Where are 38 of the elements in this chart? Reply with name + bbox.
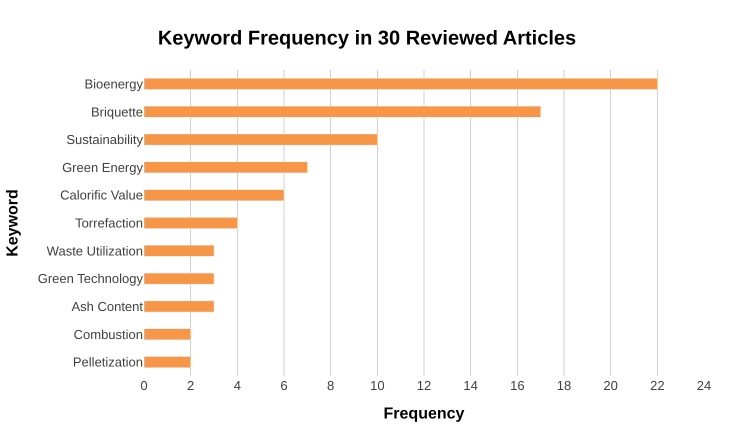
bar (144, 245, 214, 257)
y-tick-label: Bioenergy (84, 76, 144, 92)
x-tick-label: 4 (234, 378, 241, 393)
y-tick-label: Combustion (74, 326, 143, 342)
bar (144, 106, 541, 118)
x-tick-label: 22 (650, 378, 665, 393)
bar (144, 272, 214, 284)
x-tick-label: 20 (603, 378, 618, 393)
bar (144, 217, 238, 229)
y-tick-label: Waste Utilization (46, 243, 143, 258)
y-tick-label: Briquette (90, 104, 143, 120)
x-tick-label: 6 (280, 378, 288, 393)
y-tick-label: Torrefaction (75, 216, 143, 231)
x-tick-label: 16 (510, 378, 525, 393)
x-tick-label: 14 (463, 378, 478, 393)
x-tick-label: 2 (187, 378, 194, 393)
bar (144, 300, 214, 312)
x-tick-label: 10 (370, 378, 385, 393)
bar (144, 162, 308, 174)
x-tick-label: 12 (416, 378, 432, 393)
x-axis-title: Frequency (384, 406, 465, 423)
y-tick-label: Green Technology (38, 271, 144, 286)
x-tick-label: 0 (140, 378, 148, 393)
x-tick-label: 8 (327, 378, 334, 393)
bar (144, 189, 284, 201)
x-tick-label: 18 (556, 378, 572, 393)
y-tick-label: Pelletization (72, 354, 143, 370)
bar (144, 78, 658, 90)
bar (144, 328, 191, 340)
y-tick-label: Green Energy (62, 160, 144, 175)
y-tick-label: Sustainability (66, 132, 144, 148)
y-tick-label: Calorific Value (60, 188, 143, 203)
bar (144, 134, 378, 146)
y-tick-label: Ash Content (71, 299, 144, 314)
y-axis-title: Keyword (4, 189, 22, 257)
chart-title: Keyword Frequency in 30 Reviewed Articles (158, 28, 576, 50)
bar (144, 356, 191, 368)
x-tick-label: 24 (696, 378, 712, 393)
